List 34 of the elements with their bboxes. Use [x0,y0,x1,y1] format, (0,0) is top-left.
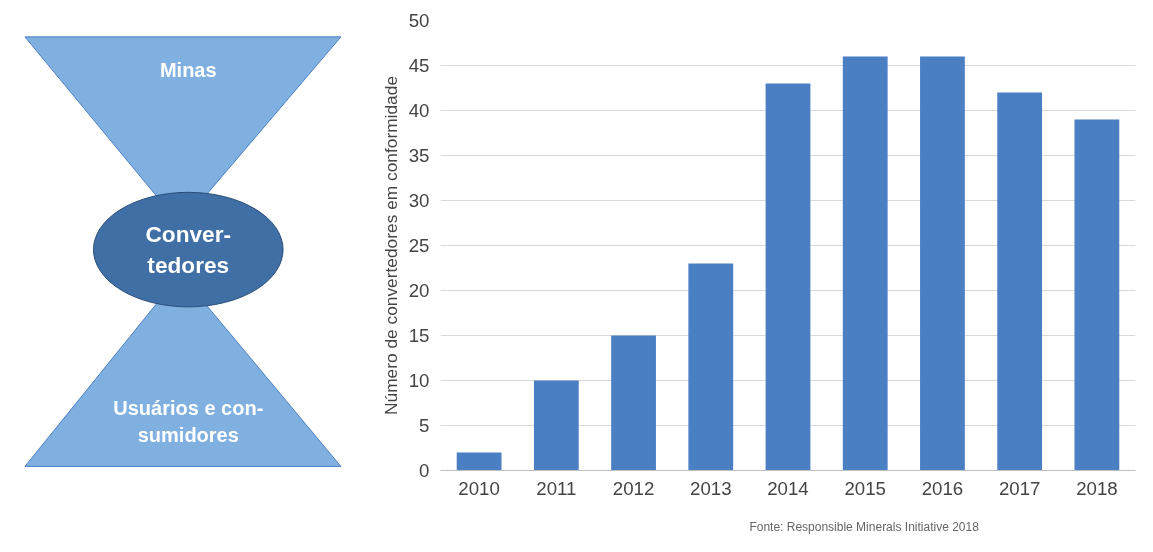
bar [611,335,656,471]
y-tick-label: 35 [408,145,430,166]
text: Usuários e con- sumidores [113,397,264,446]
y-tick-label: 25 [408,235,430,256]
x-tick-label: 2018 [1076,477,1118,499]
bar [842,56,888,471]
x-tick-label: 2014 [767,477,809,499]
source-note: Fonte: Responsible Minerals Initiative 2018 [749,519,980,534]
y-tick-label: 10 [408,370,430,391]
text: Minas [159,58,217,81]
x-tick-label: 2013 [690,477,732,499]
bar [533,380,579,471]
x-tick-label: 2012 [612,477,655,499]
y-tick-label: 40 [408,100,430,121]
bar [1074,119,1120,471]
bar [920,56,965,471]
bar [688,263,734,471]
x-tick-label: 2011 [536,477,577,499]
x-tick-label: 2015 [844,477,886,499]
y-tick-label: 15 [408,325,430,346]
y-tick-label: 0 [419,460,430,481]
bar [456,452,502,471]
y-tick-label: 45 [408,55,430,76]
x-tick-label: 2017 [998,477,1041,499]
x-tick-label: 2010 [458,477,500,499]
y-tick-label: 20 [408,280,430,301]
bar [765,83,811,471]
bar [997,92,1043,471]
x-tick-label: 2016 [921,477,964,499]
y-tick-label: 50 [408,10,430,31]
y-axis-title: Número de convertedores em conformidade [380,75,401,416]
text: Conver- tedores [145,220,232,279]
y-tick-label: 30 [408,190,430,211]
y-tick-label: 5 [419,415,430,436]
